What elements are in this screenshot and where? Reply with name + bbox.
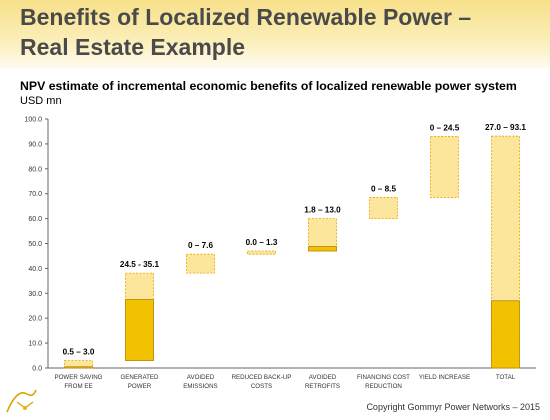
x-category-label: COSTS bbox=[251, 383, 272, 390]
x-category-label: AVOIDED bbox=[187, 374, 215, 381]
x-category-label: POWER SAVING bbox=[54, 374, 102, 381]
bar-range-label: 1.8 – 13.0 bbox=[304, 206, 341, 215]
x-category-label: POWER bbox=[128, 383, 152, 390]
y-tick-label: 60.0 bbox=[28, 216, 42, 223]
bar-range-label: 0 – 7.6 bbox=[188, 241, 213, 250]
x-category-label: REDUCTION bbox=[365, 383, 402, 390]
bar-range-segment bbox=[186, 253, 215, 274]
bar-range-label: 27.0 – 93.1 bbox=[485, 123, 526, 132]
y-tick-label: 0.0 bbox=[32, 366, 42, 373]
x-category-label: FROM EE bbox=[64, 383, 92, 390]
title-band bbox=[0, 0, 550, 68]
y-tick-label: 30.0 bbox=[28, 291, 42, 298]
y-tick-label: 50.0 bbox=[28, 241, 42, 248]
y-tick-label: 20.0 bbox=[28, 316, 42, 323]
slide-title-line-1: Benefits of Localized Renewable Power – bbox=[20, 4, 472, 30]
copyright-notice: Copyright Gommyr Power Networks – 2015 bbox=[366, 402, 540, 412]
x-category-label: GENERATED bbox=[120, 374, 159, 381]
bar-range-segment bbox=[430, 136, 459, 198]
bar-low-segment bbox=[125, 299, 154, 361]
bar-range-label: 0 – 24.5 bbox=[430, 123, 460, 132]
x-category-label: AVOIDED bbox=[309, 374, 337, 381]
y-tick-label: 90.0 bbox=[28, 141, 42, 148]
x-category-label: TOTAL bbox=[496, 374, 516, 381]
y-tick-label: 10.0 bbox=[28, 341, 42, 348]
bar-range-segment bbox=[369, 197, 398, 219]
y-axis-unit-label: USD mn bbox=[20, 95, 62, 107]
x-category-label: YIELD INCREASE bbox=[419, 374, 470, 381]
bar-low-segment bbox=[308, 246, 337, 252]
x-category-label: EMISSIONS bbox=[183, 383, 217, 390]
x-category-label: REDUCED BACK-UP bbox=[232, 374, 292, 381]
slide-title: Benefits of Localized Renewable Power – … bbox=[20, 2, 540, 62]
bar-low-segment bbox=[64, 366, 93, 369]
company-logo-icon bbox=[6, 389, 37, 413]
bar-range-label: 24.5 - 35.1 bbox=[120, 260, 160, 269]
bar-range-segment bbox=[247, 250, 276, 255]
y-tick-label: 80.0 bbox=[28, 166, 42, 173]
bar-range-label: 0 – 8.5 bbox=[371, 184, 396, 193]
y-tick-label: 70.0 bbox=[28, 191, 42, 198]
x-category-label: FINANCING COST bbox=[357, 374, 410, 381]
y-tick-label: 40.0 bbox=[28, 266, 42, 273]
bar-range-segment bbox=[308, 218, 337, 252]
bar-range-label: 0.0 – 1.3 bbox=[246, 238, 278, 247]
x-category-label: RETROFITS bbox=[305, 383, 340, 390]
bar-low-segment bbox=[491, 300, 520, 369]
y-tick-label: 100.0 bbox=[24, 117, 42, 124]
bar-range-label: 0.5 – 3.0 bbox=[63, 348, 95, 357]
chart-title: NPV estimate of incremental economic ben… bbox=[20, 79, 517, 93]
slide-title-line-2: Real Estate Example bbox=[20, 34, 246, 60]
